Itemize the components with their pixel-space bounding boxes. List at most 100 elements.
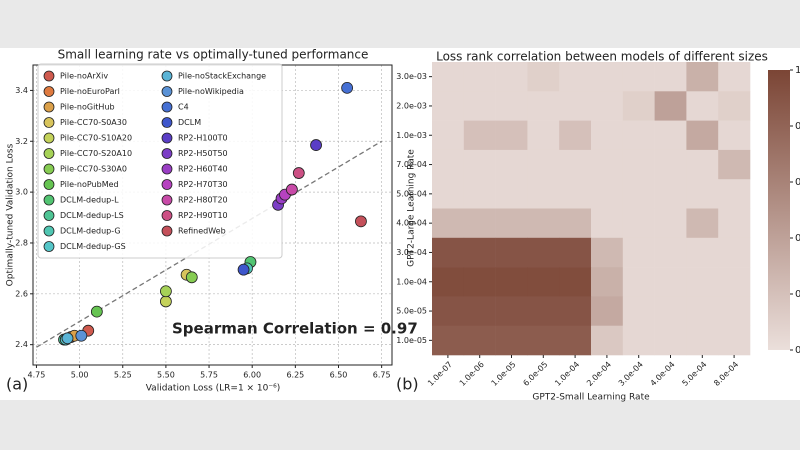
heatmap-cell (527, 179, 560, 209)
heatmap-cell (463, 296, 496, 326)
legend-marker (43, 70, 55, 82)
heatmap-cell (432, 62, 465, 92)
legend-marker (161, 163, 173, 175)
x-tick-label: 6.25 (286, 371, 304, 380)
y-tick-label: 3.0 (15, 188, 28, 197)
y-tick-label: 2.0e-03 (396, 101, 427, 110)
colorbar-tick-label: 0.4 (795, 233, 800, 244)
heatmap-cell (622, 120, 655, 151)
heatmap-cell (527, 62, 560, 92)
scatter-point (292, 167, 305, 179)
y-tick-label: 2.8 (15, 238, 28, 247)
heatmap-cell (432, 149, 465, 180)
legend-marker (43, 163, 55, 175)
heatmap-cell (622, 267, 655, 297)
legend-box (37, 63, 283, 259)
y-tick-label: 4.0e-04 (396, 219, 427, 228)
legend-label: Pile-noPubMed (60, 180, 119, 189)
y-tick-label: 1.0e-04 (396, 277, 427, 286)
x-tick-label: 6.0e-05 (521, 360, 549, 388)
legend-label: Pile-noArXiv (60, 72, 108, 81)
legend-label: RP2-H50T50 (178, 149, 228, 158)
scatter-point (310, 139, 322, 151)
heatmap-cell (591, 179, 624, 209)
heatmap-cell (432, 267, 465, 297)
x-tick-label: 1.0e-04 (553, 360, 581, 388)
legend-marker (161, 117, 173, 128)
heatmap-cell (622, 62, 655, 92)
x-tick-label: 6.00 (243, 371, 261, 380)
heatmap-cell (559, 149, 592, 180)
legend-label: Pile-CC70-S10A20 (60, 134, 132, 143)
heatmap-cell (654, 237, 687, 268)
scatter-point (159, 295, 172, 308)
scatter-point (355, 215, 367, 228)
legend-marker (161, 132, 173, 144)
heatmap-cell (432, 179, 465, 209)
heatmap-cell (686, 208, 719, 239)
heatmap-title: Loss rank correlation between models of … (436, 50, 768, 64)
heatmap-cell (527, 91, 560, 121)
heatmap-cell (622, 296, 655, 326)
panel-label: (b) (396, 375, 419, 394)
heatmap-cell (463, 91, 496, 121)
heatmap-cell (686, 267, 719, 297)
heatmap-cell (495, 179, 528, 209)
heatmap-cell (463, 120, 496, 151)
heatmap-cell (559, 208, 592, 239)
heatmap-cell (559, 91, 592, 121)
heatmap-cell (591, 62, 624, 92)
heatmap-cell (591, 208, 624, 239)
scatter-point (285, 183, 298, 196)
heatmap-cell (559, 62, 592, 92)
heatmap-cell (432, 91, 465, 121)
y-tick-label: 5.0e-05 (396, 307, 427, 316)
legend-label: DCLM-dedup-L (60, 196, 119, 205)
legend-label: RefinedWeb (178, 227, 226, 236)
heatmap-cell (654, 325, 687, 356)
heatmap-cell (527, 120, 560, 151)
panel-label: (a) (6, 375, 28, 394)
legend-marker (43, 132, 55, 144)
heatmap-cell (622, 325, 655, 356)
heatmap-cell (591, 296, 624, 326)
heatmap-cell (559, 296, 592, 326)
heatmap-cell (591, 149, 624, 180)
heatmap-cell (718, 120, 751, 151)
x-axis-label: Validation Loss (LR=1 × 10⁻⁶) (146, 384, 281, 394)
x-tick-label: 4.0e-04 (649, 360, 677, 388)
heatmap-cell (463, 149, 496, 180)
heatmap-cell (527, 267, 560, 297)
legend-marker (161, 225, 173, 237)
colorbar-tick-label: 1.0 (795, 65, 800, 76)
heatmap-cell (718, 325, 751, 356)
y-axis-label: Optimally-tuned Validation Loss (6, 143, 16, 286)
scatter-point (90, 305, 103, 318)
legend-label: RP2-H90T10 (178, 211, 228, 220)
legend-marker (43, 117, 55, 128)
x-tick-label: 5.0e-04 (680, 360, 708, 388)
y-tick-label: 2.4 (15, 340, 28, 349)
legend-label: RP2-H60T40 (178, 165, 228, 174)
heatmap-cell (495, 296, 528, 326)
x-tick-label: 4.75 (28, 371, 46, 380)
heatmap-cell (527, 296, 560, 326)
heatmap-cell (527, 237, 560, 268)
legend-marker (43, 225, 55, 237)
heatmap-cell (463, 62, 496, 92)
heatmap-cell (718, 62, 751, 92)
y-axis-label: GPT2-Large Learning Rate (407, 149, 417, 267)
legend-marker (43, 179, 55, 190)
heatmap-cell (432, 208, 465, 239)
scatter-point (61, 332, 74, 345)
colorbar-tick-label: 0.6 (795, 177, 800, 188)
heatmap-cell (622, 208, 655, 239)
legend-label: RP2-H70T30 (178, 180, 228, 189)
annotation: Spearman Correlation = 0.97 (172, 320, 418, 338)
legend-marker (43, 101, 55, 113)
legend-label: DCLM-dedup-GS (60, 242, 126, 251)
y-tick-label: 1.0e-05 (396, 336, 427, 345)
heatmap-cell (463, 179, 496, 209)
heatmap-cell (559, 179, 592, 209)
